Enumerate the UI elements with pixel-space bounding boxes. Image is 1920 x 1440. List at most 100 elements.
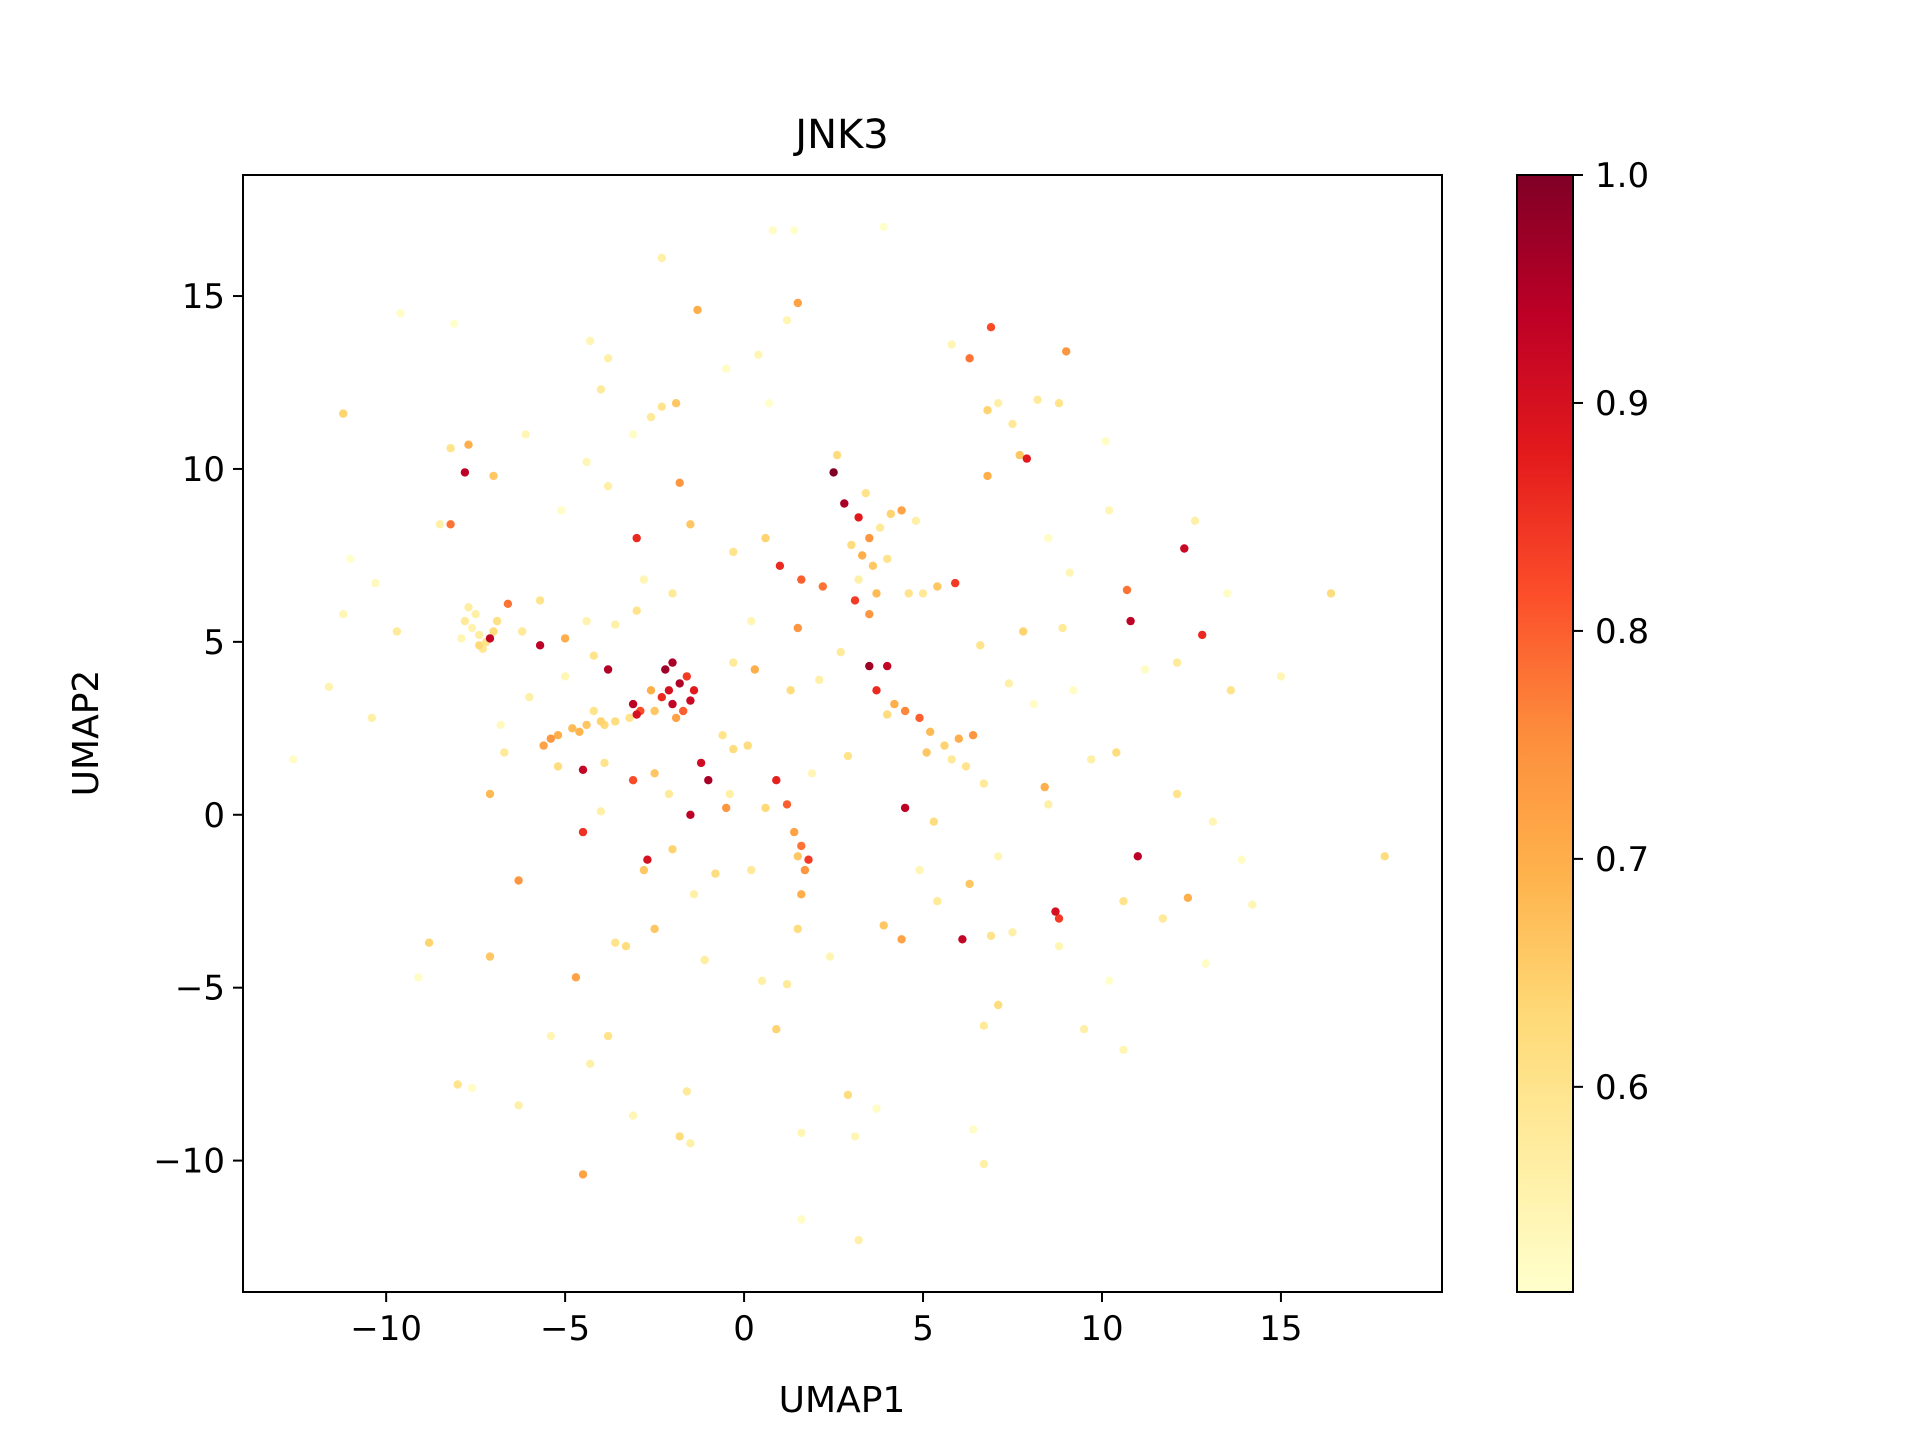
- data-point: [854, 1235, 863, 1245]
- data-point: [915, 713, 924, 723]
- data-point: [460, 616, 470, 626]
- data-point: [586, 1059, 595, 1069]
- data-point: [546, 1031, 555, 1041]
- data-point: [675, 478, 684, 487]
- data-point: [1112, 748, 1121, 757]
- data-point: [800, 865, 810, 875]
- data-point: [1054, 914, 1064, 923]
- colorbar-tick-label: 0.7: [1595, 840, 1649, 880]
- data-point: [836, 648, 845, 657]
- data-point: [639, 865, 649, 875]
- data-point: [1104, 976, 1114, 985]
- data-point: [900, 706, 910, 716]
- x-tick-label: 0: [733, 1309, 755, 1349]
- data-point: [976, 641, 985, 650]
- data-point: [761, 803, 770, 813]
- data-point: [1140, 665, 1150, 674]
- data-point: [750, 665, 759, 674]
- x-axis-label: UMAP1: [779, 1380, 906, 1421]
- data-point: [650, 769, 659, 778]
- data-point: [1087, 755, 1096, 764]
- data-point: [797, 1215, 806, 1224]
- data-point: [933, 897, 942, 906]
- data-point: [696, 758, 706, 768]
- colorbar-tick-label: 0.8: [1595, 612, 1649, 652]
- data-point: [475, 630, 484, 640]
- data-point: [1004, 679, 1014, 688]
- chart-title: JNK3: [792, 112, 888, 158]
- data-point: [754, 350, 763, 359]
- data-point: [471, 610, 480, 619]
- data-point: [994, 852, 1003, 861]
- x-tick-label: −5: [540, 1309, 590, 1349]
- data-point: [560, 634, 570, 643]
- data-point: [1208, 817, 1218, 826]
- data-point: [883, 710, 892, 719]
- data-point: [621, 942, 631, 951]
- data-point: [1058, 623, 1067, 633]
- data-point: [582, 616, 591, 626]
- data-point: [879, 921, 888, 930]
- data-point: [632, 710, 641, 719]
- data-point: [1172, 658, 1182, 667]
- data-point: [843, 751, 853, 761]
- colorbar-ticks: 0.6 0.7 0.8 0.9 1.0: [1573, 156, 1649, 1108]
- data-point: [611, 620, 620, 629]
- data-point: [986, 323, 996, 332]
- y-tick-label: −10: [153, 1142, 225, 1182]
- data-point: [983, 406, 992, 415]
- data-point: [858, 551, 867, 560]
- data-point: [790, 827, 799, 837]
- data-point: [743, 741, 752, 750]
- data-point: [700, 955, 709, 965]
- data-point: [861, 489, 870, 498]
- data-point: [1044, 800, 1053, 809]
- data-point: [897, 506, 906, 515]
- data-point: [951, 578, 960, 588]
- data-point: [628, 1111, 638, 1120]
- data-point: [575, 727, 584, 736]
- data-point: [485, 634, 495, 643]
- plot-frame: [242, 174, 1443, 1293]
- data-point: [1033, 395, 1042, 404]
- data-point: [589, 706, 598, 716]
- data-point: [339, 409, 348, 418]
- data-point: [668, 699, 677, 709]
- data-point: [722, 803, 731, 813]
- data-point: [1022, 454, 1031, 463]
- y-tick-label: 5: [203, 623, 225, 663]
- data-point: [661, 665, 670, 674]
- data-point: [367, 713, 376, 723]
- data-point: [793, 852, 802, 861]
- data-point: [689, 890, 699, 899]
- data-point: [596, 385, 606, 394]
- data-point: [850, 1132, 860, 1141]
- data-point: [475, 641, 484, 650]
- data-point: [911, 516, 921, 525]
- data-point: [786, 686, 795, 695]
- data-point: [1326, 589, 1336, 598]
- data-point: [657, 253, 666, 263]
- data-point: [596, 717, 606, 726]
- data-point: [729, 658, 738, 667]
- data-point: [1040, 782, 1049, 792]
- data-point: [994, 1000, 1003, 1010]
- data-point: [603, 354, 613, 363]
- data-point: [890, 699, 899, 709]
- data-point: [657, 693, 666, 702]
- data-point: [961, 762, 971, 771]
- data-point: [1101, 437, 1110, 446]
- data-point: [514, 876, 523, 885]
- x-tick-label: 5: [912, 1309, 934, 1349]
- data-point: [460, 468, 470, 477]
- data-point: [793, 924, 802, 934]
- data-point: [657, 402, 666, 411]
- data-point: [775, 561, 785, 570]
- data-point: [729, 744, 738, 754]
- data-point: [453, 1080, 462, 1089]
- data-point: [625, 713, 634, 723]
- data-point: [1172, 789, 1182, 799]
- data-point: [722, 364, 731, 373]
- data-point: [646, 686, 656, 695]
- data-point: [790, 226, 799, 235]
